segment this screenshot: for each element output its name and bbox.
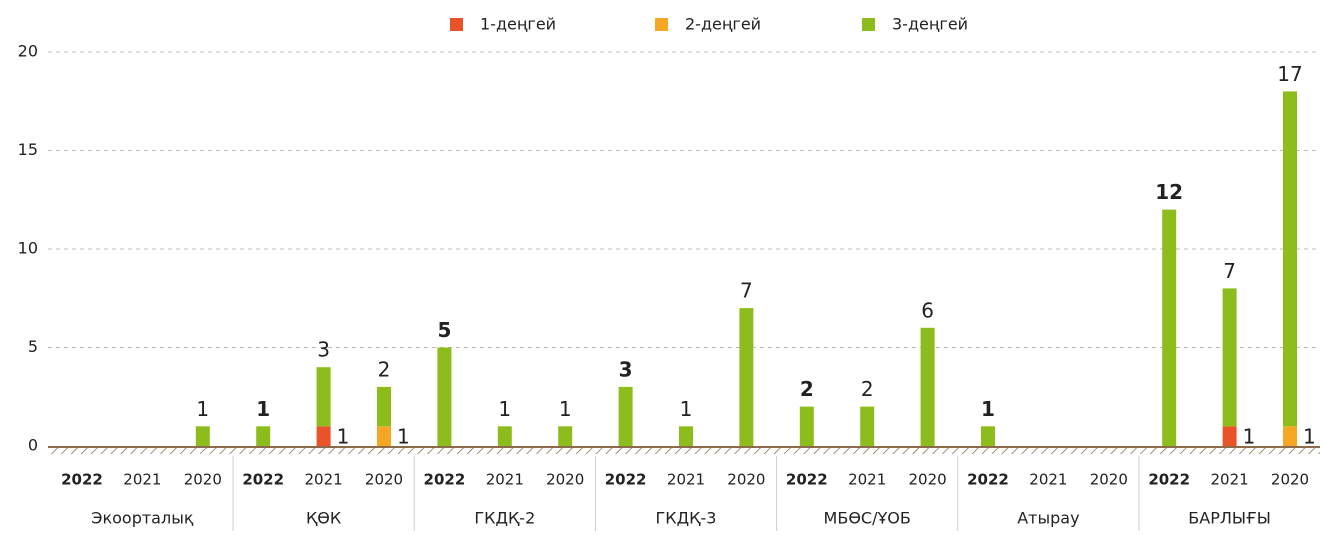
group-label: БАРЛЫҒЫ: [1188, 509, 1271, 528]
group-label: ҚӨК: [306, 509, 342, 528]
group-label: ГКДҚ-2: [474, 509, 535, 528]
data-label: 1: [680, 397, 693, 421]
data-label: 7: [740, 279, 753, 303]
y-tick-label: 0: [28, 436, 38, 455]
x-tick-label: 2021: [667, 471, 705, 489]
y-tick-label: 15: [18, 140, 38, 159]
ground-hatch: [48, 447, 1320, 454]
data-label: 3: [317, 338, 330, 362]
legend-swatch: [655, 18, 668, 31]
bar-segment: [497, 426, 512, 446]
bar-segment: [799, 406, 814, 446]
x-tick-label: 2020: [909, 471, 947, 489]
bar-segment: [1283, 426, 1297, 446]
x-tick-label: 2021: [486, 471, 524, 489]
x-tick-label: 2020: [1271, 471, 1309, 489]
data-label: 1: [256, 397, 270, 421]
bar-segment: [256, 426, 271, 446]
legend-label: 3-деңгей: [892, 15, 968, 34]
data-label: 2: [861, 377, 874, 401]
data-label: 2: [800, 377, 814, 401]
bar-segment: [558, 426, 573, 446]
data-label: 1: [1303, 425, 1316, 449]
data-label: 1: [1243, 425, 1256, 449]
bar-segment: [679, 426, 693, 446]
group-label: МБӨС/ҰОБ: [824, 509, 911, 528]
bar-segment: [195, 426, 210, 446]
data-label: 1: [196, 397, 209, 421]
bar-segment: [1162, 209, 1177, 446]
data-label: 7: [1223, 259, 1236, 283]
data-label: 5: [437, 318, 451, 342]
legend-swatch: [862, 18, 875, 31]
bar-segment: [437, 347, 452, 446]
bar-segment: [1222, 426, 1237, 446]
x-tick-label: 2021: [1029, 471, 1067, 489]
data-label: 2: [378, 357, 391, 381]
bar-segment: [316, 426, 331, 446]
data-label: 1: [981, 397, 995, 421]
bar-segment: [377, 426, 391, 446]
data-label: 17: [1277, 62, 1302, 86]
x-tick-label: 2022: [1148, 471, 1190, 489]
bar-segment: [981, 426, 995, 446]
bar-segment: [618, 386, 633, 446]
y-tick-label: 5: [28, 337, 38, 356]
bar-segment: [860, 406, 875, 446]
data-label: 1: [397, 425, 410, 449]
x-tick-label: 2022: [605, 471, 647, 489]
group-label: ГКДҚ-3: [656, 509, 717, 528]
bar-segment: [377, 386, 391, 427]
group-label: Экоорталық: [91, 509, 194, 528]
x-tick-label: 2020: [184, 471, 222, 489]
bar-segment: [1283, 91, 1297, 427]
bar-segment: [1222, 288, 1237, 427]
x-tick-label: 2022: [242, 471, 284, 489]
data-label: 6: [921, 298, 934, 322]
bar-segment: [920, 327, 935, 446]
x-tick-label: 2022: [424, 471, 466, 489]
y-tick-label: 20: [18, 42, 38, 61]
x-tick-label: 2020: [365, 471, 403, 489]
x-tick-label: 2021: [1211, 471, 1249, 489]
data-label: 3: [619, 357, 633, 381]
x-tick-label: 2020: [546, 471, 584, 489]
legend-label: 1-деңгей: [480, 15, 556, 34]
data-label: 1: [498, 397, 511, 421]
x-tick-label: 2022: [967, 471, 1009, 489]
data-label: 1: [337, 425, 350, 449]
x-tick-label: 2020: [727, 471, 765, 489]
group-label: Атырау: [1017, 509, 1079, 528]
legend-swatch: [450, 18, 463, 31]
data-label: 12: [1155, 180, 1183, 204]
x-tick-label: 2020: [1090, 471, 1128, 489]
x-tick-label: 2021: [123, 471, 161, 489]
legend-label: 2-деңгей: [685, 15, 761, 34]
y-tick-label: 10: [18, 239, 38, 258]
bar-segment: [739, 308, 754, 446]
x-tick-label: 2022: [61, 471, 103, 489]
x-tick-label: 2021: [305, 471, 343, 489]
x-tick-label: 2021: [848, 471, 886, 489]
x-tick-label: 2022: [786, 471, 828, 489]
bar-segment: [316, 367, 331, 427]
data-label: 1: [559, 397, 572, 421]
